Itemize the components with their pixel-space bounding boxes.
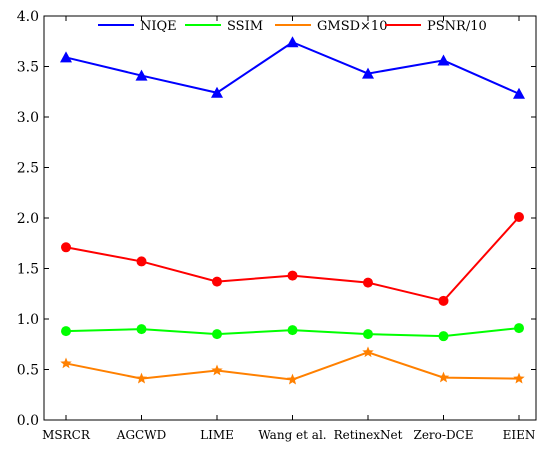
data-point bbox=[437, 371, 450, 383]
data-point bbox=[363, 329, 373, 340]
x-tick-label: RetinexNet bbox=[334, 428, 403, 442]
data-point bbox=[287, 325, 298, 336]
x-tick-label: EIEN bbox=[503, 428, 536, 442]
data-point bbox=[135, 69, 148, 81]
y-tick-label: 4.0 bbox=[17, 9, 39, 25]
y-tick-label: 0.0 bbox=[17, 413, 39, 429]
plot-frame bbox=[43, 15, 537, 421]
y-axis: 0.0 0.5 1.0 1.5 2.0 2.5 3.0 3.5 4.0 bbox=[17, 9, 536, 429]
data-point bbox=[212, 329, 222, 340]
y-tick-label: 2.5 bbox=[17, 161, 39, 177]
series-line bbox=[65, 216, 520, 302]
data-point bbox=[286, 373, 299, 385]
legend: NIQE SSIM GMSD×10 PSNR/10 bbox=[98, 19, 487, 34]
data-point bbox=[513, 372, 525, 384]
x-tick-label: Wang et al. bbox=[258, 428, 326, 442]
series-lines bbox=[60, 36, 525, 385]
data-point bbox=[437, 54, 450, 66]
series-line bbox=[65, 41, 520, 95]
data-point bbox=[286, 36, 299, 48]
data-point bbox=[362, 346, 374, 358]
data-point bbox=[287, 270, 298, 281]
x-tick-label: AGCWD bbox=[116, 428, 166, 442]
y-tick-label: 3.0 bbox=[17, 110, 39, 126]
data-point bbox=[438, 331, 449, 342]
data-point bbox=[211, 364, 223, 376]
data-point bbox=[135, 372, 148, 384]
data-point bbox=[362, 67, 374, 79]
legend-label: PSNR/10 bbox=[427, 19, 487, 34]
x-tick-label: MSRCR bbox=[42, 428, 91, 442]
y-tick-label: 1.5 bbox=[17, 262, 39, 278]
series-1 bbox=[61, 323, 524, 342]
data-point bbox=[363, 277, 373, 288]
data-point bbox=[136, 324, 147, 335]
y-tick-label: 1.0 bbox=[17, 312, 39, 328]
data-point bbox=[212, 276, 222, 287]
y-tick-label: 0.5 bbox=[17, 363, 39, 379]
data-point bbox=[514, 323, 524, 334]
data-point bbox=[61, 326, 71, 337]
data-point bbox=[136, 256, 147, 267]
x-axis: MSRCR AGCWD LIME Wang et al. RetinexNet Zero-… bbox=[42, 16, 535, 442]
data-point bbox=[211, 86, 223, 98]
x-tick-label: Zero-DCE bbox=[413, 428, 473, 442]
y-tick-label: 2.0 bbox=[17, 211, 39, 227]
legend-label: SSIM bbox=[227, 19, 263, 34]
legend-label: GMSD×10 bbox=[317, 19, 387, 34]
data-point bbox=[60, 357, 72, 369]
legend-label: NIQE bbox=[140, 19, 177, 34]
data-point bbox=[514, 211, 524, 222]
data-point bbox=[61, 242, 71, 253]
series-3 bbox=[61, 211, 524, 306]
data-point bbox=[60, 51, 72, 63]
y-tick-label: 3.5 bbox=[17, 60, 39, 76]
data-point bbox=[513, 87, 525, 99]
series-2 bbox=[60, 346, 525, 385]
x-tick-label: LIME bbox=[200, 428, 234, 442]
series-0 bbox=[60, 36, 525, 99]
data-point bbox=[438, 295, 449, 306]
